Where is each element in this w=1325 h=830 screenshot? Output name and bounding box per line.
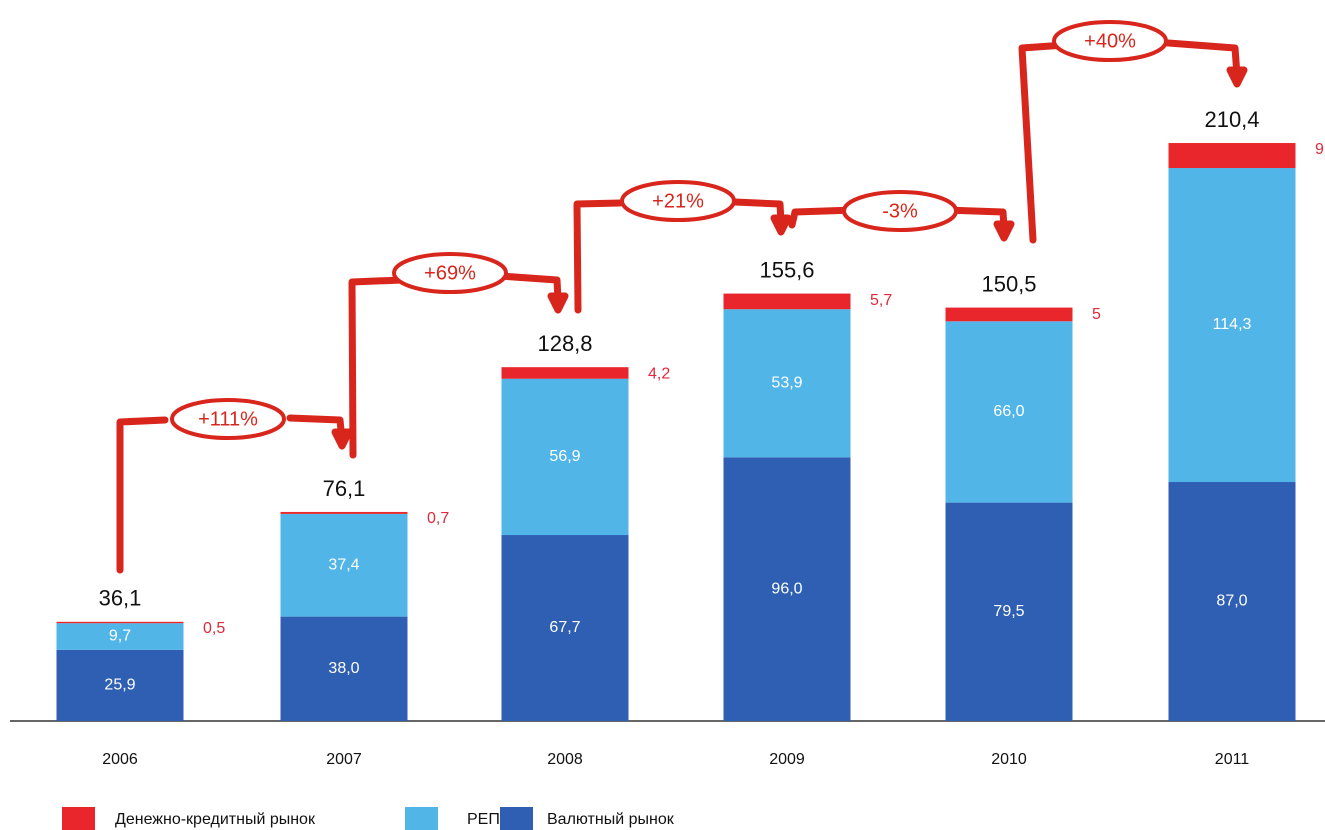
bar-segment [723,309,851,458]
value-label: 4,2 [648,365,670,382]
total-label: 210,4 [1204,107,1259,132]
arrowhead [331,66,1248,450]
annotation-ring [620,180,736,222]
legend-label: Валютный рынок [547,811,675,828]
value-label: 79,5 [993,603,1024,620]
bar-segment [501,367,629,379]
bar-segment [945,502,1073,721]
bar-segment [280,616,408,721]
bar-segment [280,513,408,617]
annotation: +21% [652,190,704,212]
bar-segment [56,649,184,721]
annotation: -3% [882,200,918,222]
legend-swatch [500,807,533,830]
value-label: 87,0 [1216,593,1247,610]
value-label: 0,5 [203,620,225,637]
annotation-ring [170,398,286,440]
value-label: 96,0 [771,580,802,597]
total-label: 76,1 [323,476,366,501]
value-label: 53,9 [771,374,802,391]
bar-segment [945,307,1073,322]
value-label: 9,7 [109,628,131,645]
value-label: 25,9 [104,677,135,694]
x-tick-label: 2008 [547,751,583,768]
total-label: 36,1 [99,586,142,611]
value-label: 9,1 [1315,141,1325,158]
bar-segment [723,457,851,721]
arrow [1018,38,1241,244]
value-label: 5,7 [870,292,892,309]
bar-segment [280,511,408,514]
value-label: 114,3 [1213,316,1252,333]
total-label: 128,8 [537,331,592,356]
bar-segment [1168,143,1296,169]
x-tick-label: 2009 [769,751,805,768]
legend-swatch [62,807,95,830]
x-tick-label: 2007 [326,751,362,768]
bar-segment [501,535,629,721]
annotation: +40% [1084,30,1136,52]
value-label: 66,0 [993,403,1024,420]
bar-segment [1168,168,1296,483]
annotation-ring [842,190,958,232]
value-label: 37,4 [328,556,359,573]
total-label: 155,6 [759,257,814,282]
value-label: 56,9 [549,448,580,465]
value-label: 67,7 [549,619,580,636]
x-tick-label: 2011 [1215,751,1250,768]
bar-segment [56,621,184,624]
total-label: 150,5 [981,271,1036,296]
value-label: 0,7 [427,510,449,527]
annotation: +111% [198,408,258,430]
annotation-ring [392,252,508,294]
growth-arrows [116,38,1248,574]
annotation-ring [1052,20,1168,62]
legend-label: Денежно-кредитный рынок [115,811,316,828]
bar-segment [723,293,851,310]
legend-swatch [405,807,438,830]
bar-segment [501,378,629,536]
x-tick-label: 2010 [991,751,1027,768]
bar-segment [945,321,1073,503]
value-label: 38,0 [328,660,359,677]
x-tick-label: 2006 [102,751,138,768]
bar-segment [56,623,184,650]
annotation: +69% [424,262,476,284]
bar-segment [1168,482,1296,721]
value-label: 5 [1092,306,1101,323]
